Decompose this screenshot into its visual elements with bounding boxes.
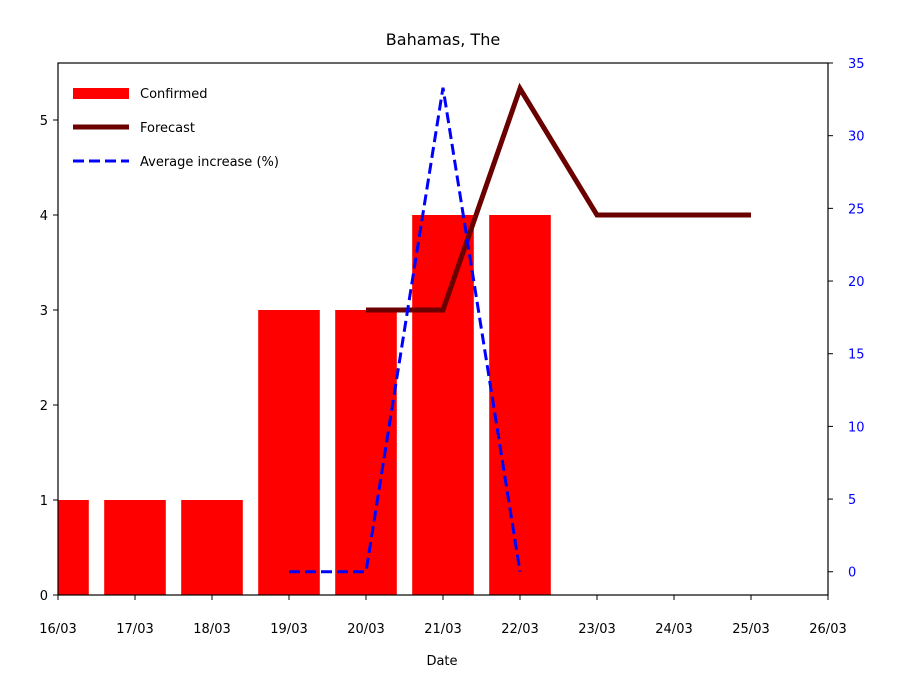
x-tick-label: 18/03 bbox=[193, 622, 230, 637]
chart-title: Bahamas, The bbox=[386, 30, 500, 49]
x-tick-label: 17/03 bbox=[116, 622, 153, 637]
x-axis-label: Date bbox=[426, 654, 457, 669]
y-tick-label: 5 bbox=[40, 114, 48, 129]
x-tick-label: 23/03 bbox=[578, 622, 615, 637]
legend-label-average-increase: Average increase (%) bbox=[140, 155, 279, 170]
x-tick-label: 21/03 bbox=[424, 622, 461, 637]
y-tick-label: 0 bbox=[40, 589, 48, 604]
y2-tick-label: 25 bbox=[848, 202, 865, 217]
bar-confirmed-19-03 bbox=[258, 310, 320, 595]
x-tick-label: 26/03 bbox=[809, 622, 846, 637]
x-tick-label: 25/03 bbox=[732, 622, 769, 637]
bar-confirmed-22-03 bbox=[489, 215, 551, 595]
y2-tick-label: 5 bbox=[848, 493, 856, 508]
legend-label-forecast: Forecast bbox=[140, 121, 195, 136]
bar-confirmed-18-03 bbox=[181, 500, 243, 595]
y2-tick-label: 35 bbox=[848, 57, 865, 72]
legend-label-confirmed: Confirmed bbox=[140, 87, 208, 102]
y2-tick-label: 0 bbox=[848, 566, 856, 581]
x-tick-label: 19/03 bbox=[270, 622, 307, 637]
x-tick-label: 22/03 bbox=[501, 622, 538, 637]
y2-tick-label: 10 bbox=[848, 420, 865, 435]
y2-tick-label: 20 bbox=[848, 275, 865, 290]
y-tick-label: 2 bbox=[40, 399, 48, 414]
y2-tick-label: 15 bbox=[848, 348, 865, 363]
bar-confirmed-17-03 bbox=[104, 500, 166, 595]
bars-layer bbox=[58, 215, 551, 595]
y-tick-label: 1 bbox=[40, 494, 48, 509]
bar-confirmed-20-03 bbox=[335, 310, 397, 595]
line-forecast bbox=[366, 82, 751, 313]
legend-swatch-confirmed bbox=[73, 88, 129, 99]
y2-tick-label: 30 bbox=[848, 130, 865, 145]
x-tick-label: 24/03 bbox=[655, 622, 692, 637]
y-tick-label: 3 bbox=[40, 304, 48, 319]
axes-layer: 0 1 2 3 4 5 0 5 10 15 20 25 30 35 16/03 17/03 18/03 19/03… bbox=[39, 57, 864, 637]
x-tick-label: 20/03 bbox=[347, 622, 384, 637]
bar-confirmed-16-03 bbox=[58, 500, 89, 595]
legend: Confirmed Forecast Average increase (%) bbox=[73, 87, 279, 170]
x-tick-label: 16/03 bbox=[39, 622, 76, 637]
line-average-increase bbox=[289, 87, 522, 574]
bar-confirmed-21-03 bbox=[412, 215, 474, 595]
lines-layer bbox=[289, 82, 751, 574]
y-tick-label: 4 bbox=[40, 209, 48, 224]
